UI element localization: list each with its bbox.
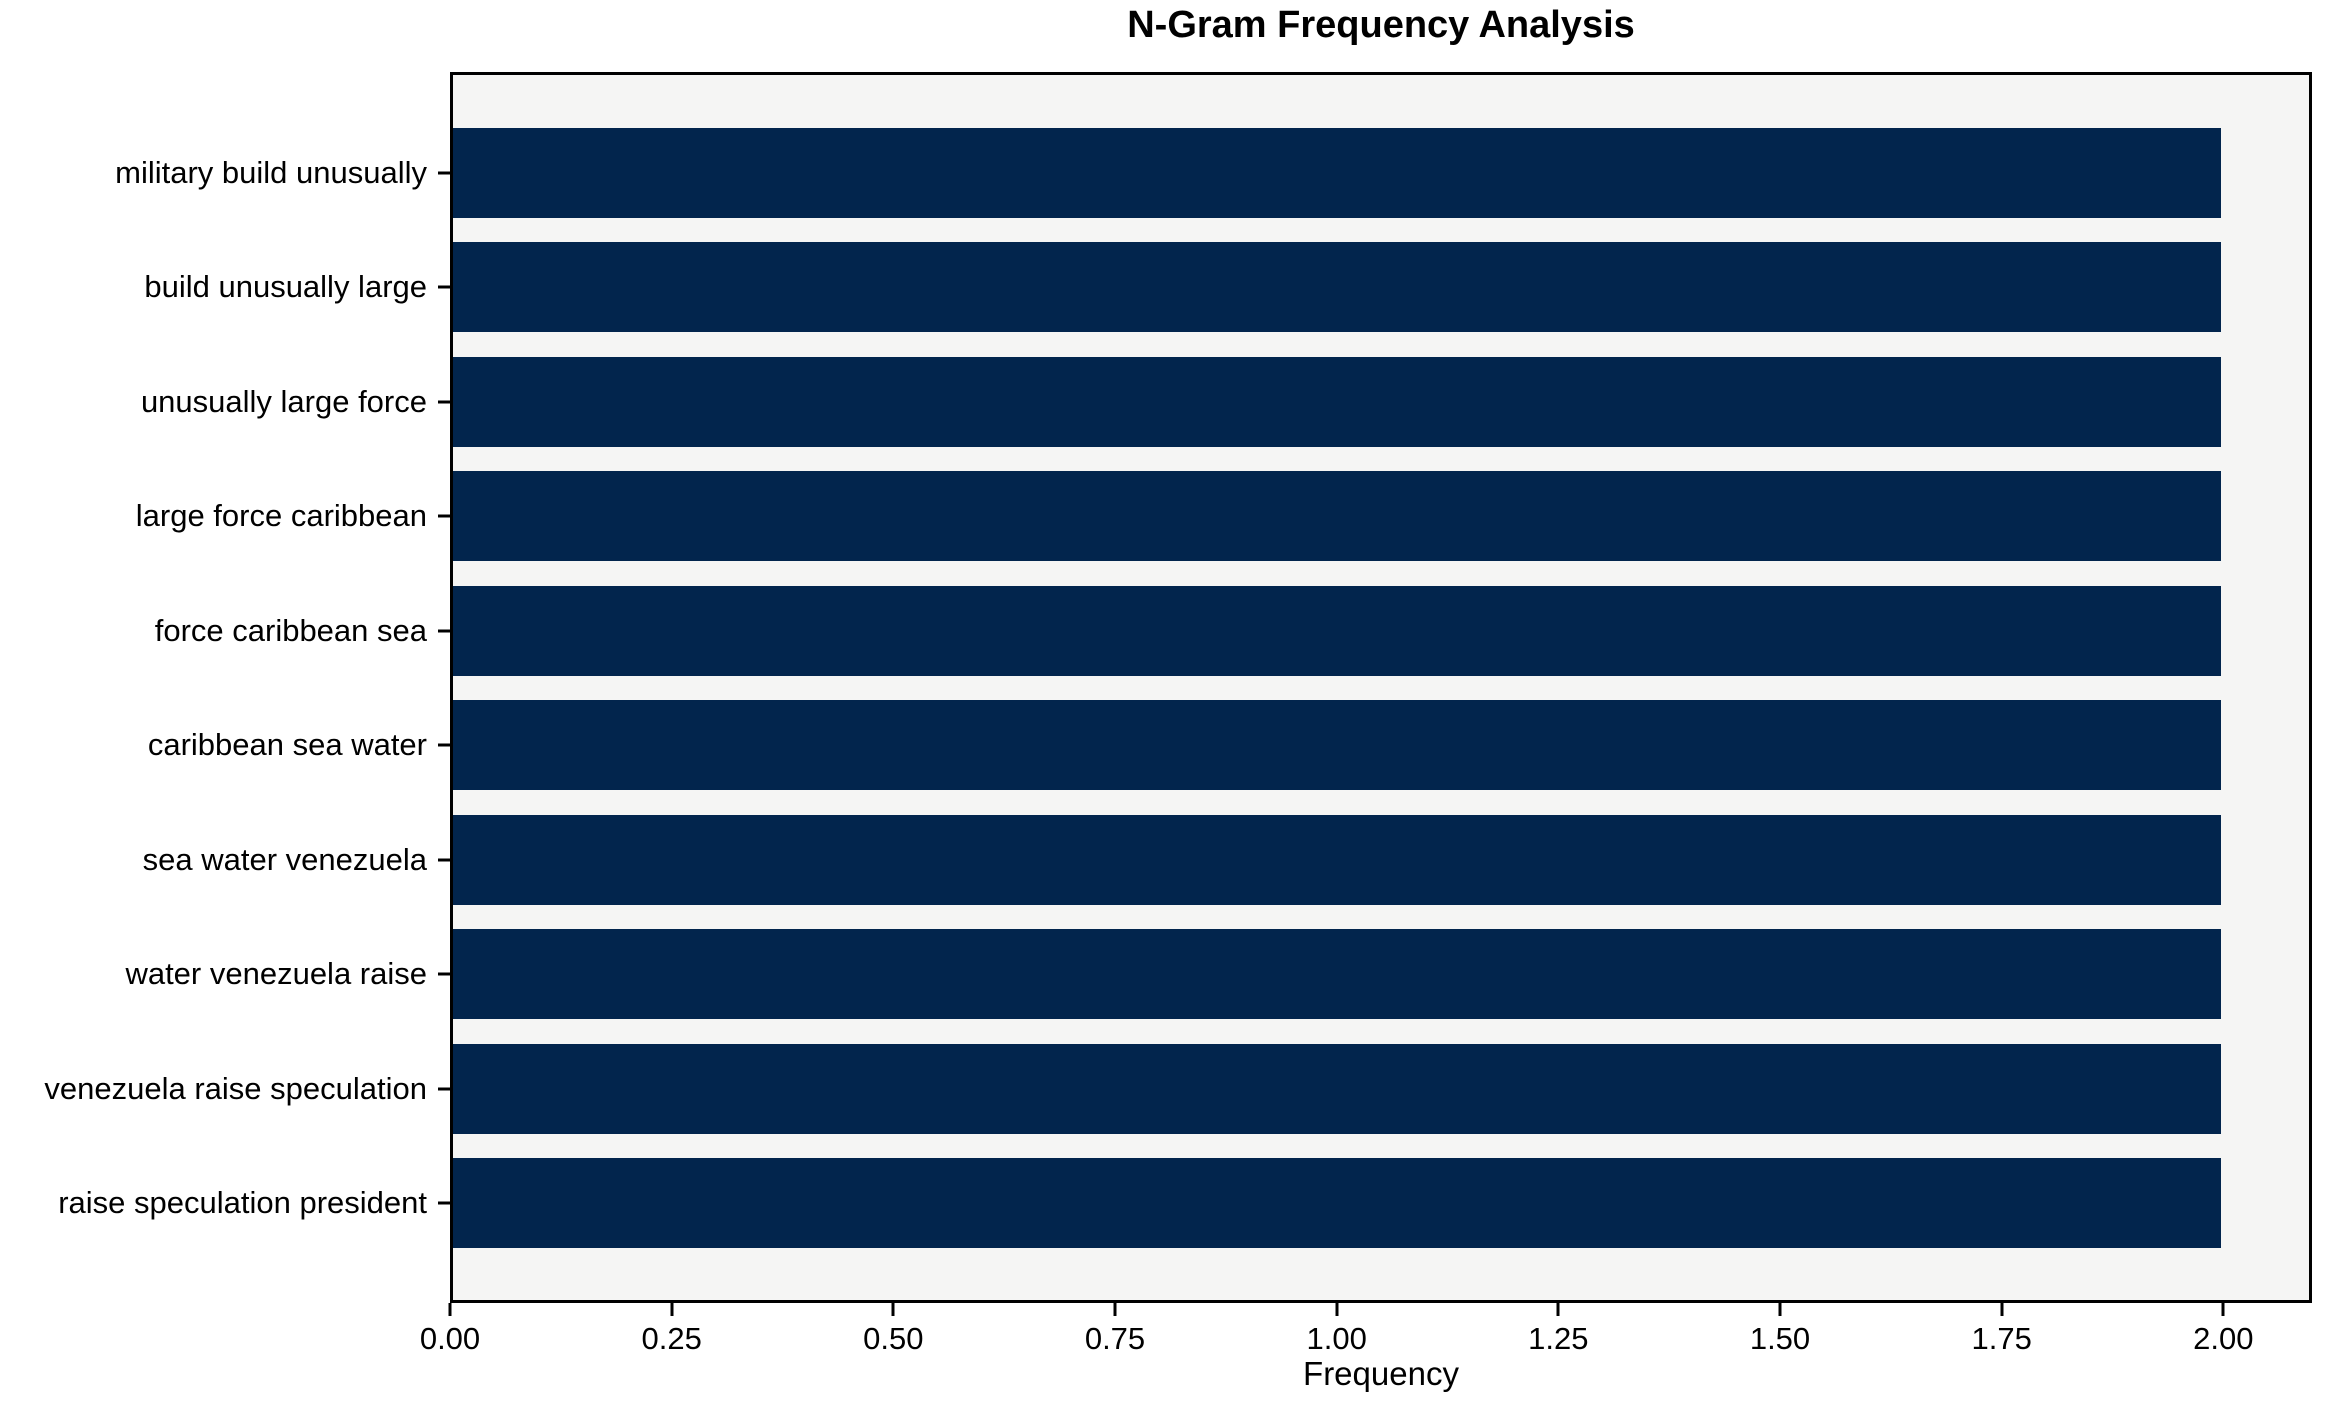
y-tick-mark <box>438 858 450 862</box>
bar-row: unusually large force <box>141 356 2309 447</box>
x-tick-mark <box>1556 1303 1560 1316</box>
bar <box>453 1043 2221 1134</box>
bar <box>453 471 2221 562</box>
x-tick-mark <box>448 1303 452 1316</box>
bar <box>453 1157 2221 1248</box>
x-axis-label: Frequency <box>1303 1355 1459 1392</box>
y-tick-mark <box>438 285 450 289</box>
bar-row: build unusually large <box>144 242 2309 333</box>
bar <box>453 356 2221 447</box>
x-tick-mark <box>1335 1303 1339 1316</box>
y-tick-mark <box>438 1201 450 1205</box>
bar <box>453 128 2221 218</box>
y-tick-mark <box>438 972 450 976</box>
bar <box>453 585 2221 676</box>
bar-row: sea water venezuela <box>143 814 2309 905</box>
y-tick-label: water venezuela raise <box>125 956 427 992</box>
y-tick-mark <box>438 1087 450 1090</box>
y-tick-label: venezuela raise speculation <box>44 1070 427 1106</box>
x-tick-mark <box>2000 1303 2004 1316</box>
y-tick-label: build unusually large <box>144 269 427 305</box>
y-tick-mark <box>438 400 450 404</box>
bar-row: force caribbean sea <box>155 585 2309 676</box>
x-tick-label: 1.25 <box>1528 1321 1589 1356</box>
x-tick-label: 1.00 <box>1306 1321 1367 1356</box>
bar-row: caribbean sea water <box>148 700 2309 791</box>
x-tick-label: 1.75 <box>1971 1321 2032 1356</box>
bar-row: raise speculation president <box>58 1157 2309 1248</box>
y-tick-label: large force caribbean <box>135 498 427 534</box>
y-tick-mark <box>438 171 450 175</box>
plot-area: military build unusually build unusually … <box>44 72 2312 1303</box>
bar-row: venezuela raise speculation <box>44 1043 2309 1134</box>
y-tick-label: force caribbean sea <box>154 612 427 648</box>
y-tick-mark <box>438 743 450 747</box>
x-tick-mark <box>670 1303 674 1316</box>
y-tick-label: sea water venezuela <box>142 841 427 877</box>
y-tick-label: raise speculation president <box>58 1184 427 1220</box>
bar-row: large force caribbean <box>136 471 2309 562</box>
bar <box>453 242 2221 333</box>
x-tick-label: 2.00 <box>2193 1321 2254 1356</box>
bar <box>453 700 2221 791</box>
x-tick-mark <box>1778 1303 1782 1316</box>
chart-title: N-Gram Frequency Analysis <box>1127 4 1635 46</box>
x-tick-mark <box>891 1303 895 1316</box>
x-tick-label: 1.50 <box>1749 1321 1811 1356</box>
y-tick-mark <box>438 629 450 633</box>
y-tick-label: unusually large force <box>140 383 427 419</box>
y-tick-label: caribbean sea water <box>147 727 427 763</box>
x-tick-mark <box>1113 1303 1117 1316</box>
x-tick-mark <box>2221 1303 2225 1316</box>
x-tick-label: 0.75 <box>1084 1321 1146 1356</box>
bar <box>453 814 2221 905</box>
bar <box>453 929 2221 1020</box>
y-tick-mark <box>438 514 450 518</box>
y-tick-label: military build unusually <box>115 155 427 190</box>
bar-row: water venezuela raise <box>125 929 2309 1020</box>
bar-row: military build unusually <box>115 128 2309 218</box>
x-tick-label: 0.25 <box>641 1321 702 1356</box>
x-tick-label: 0.50 <box>863 1321 924 1356</box>
x-tick-label: 0.00 <box>419 1321 481 1356</box>
